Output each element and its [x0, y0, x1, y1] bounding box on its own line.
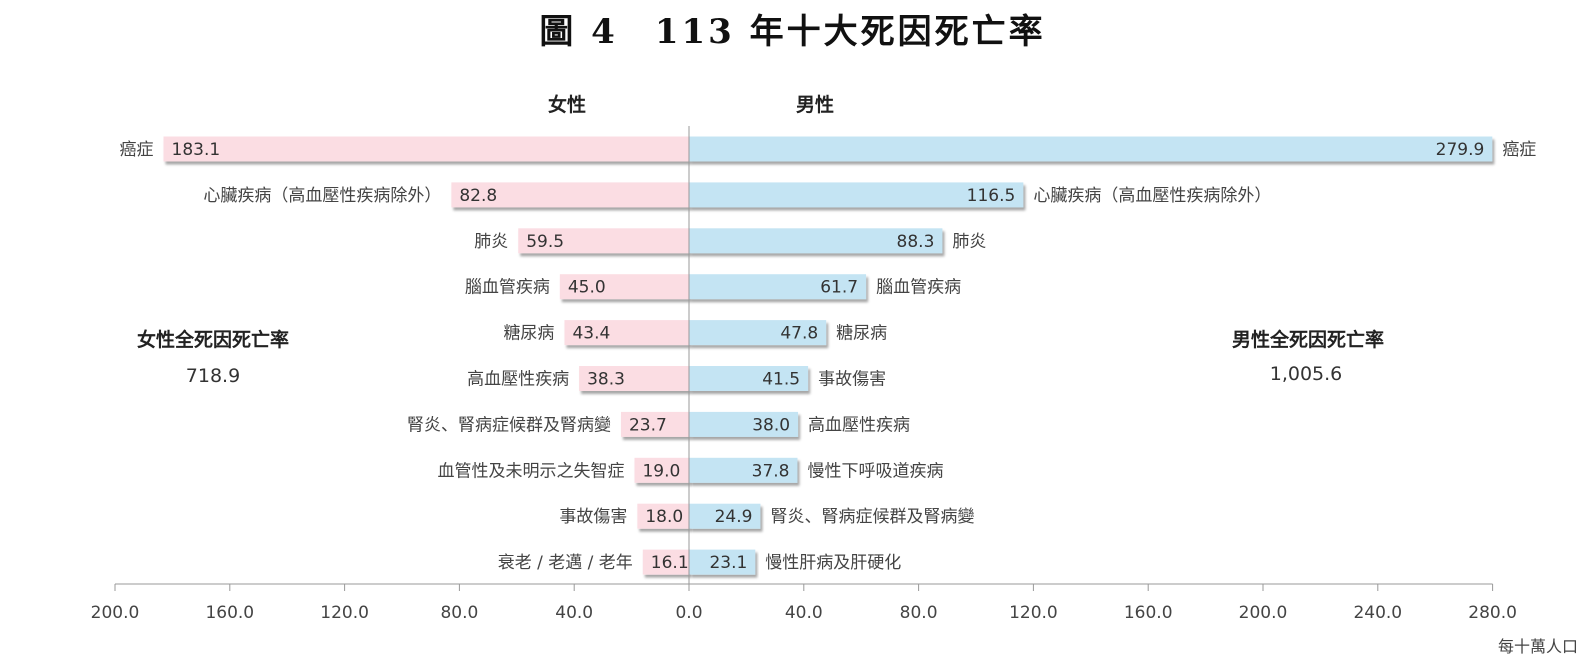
male-category-label: 慢性肝病及肝硬化 [765, 552, 901, 573]
female-bar [642, 549, 689, 575]
x-tick-label: 80.0 [440, 603, 478, 623]
male-bar [689, 182, 1024, 208]
female-category-label: 癌症 [120, 140, 154, 160]
male-category-label: 高血壓性疾病 [808, 415, 910, 435]
female-category-label: 血管性及未明示之失智症 [437, 461, 624, 481]
female-category-label: 糖尿病 [503, 324, 554, 344]
female-bar [620, 411, 689, 437]
x-tick-label: 80.0 [900, 603, 938, 623]
male-bar [689, 503, 761, 529]
male-category-label: 糖尿病 [836, 324, 887, 344]
female-category-label: 肺炎 [474, 232, 508, 252]
x-tick-label: 200.0 [91, 603, 140, 623]
female-value-label: 183.1 [172, 140, 221, 160]
female-value-label: 45.0 [568, 278, 606, 298]
male-total-label: 男性全死因死亡率 [1232, 328, 1384, 351]
male-bar [689, 366, 809, 391]
male-category-label: 心臟疾病（高血壓性疾病除外） [1033, 186, 1271, 206]
male-value-label: 24.9 [715, 507, 753, 527]
female-bar [564, 320, 689, 346]
female-total-value: 718.9 [186, 365, 240, 387]
female-bar [634, 457, 689, 483]
male-bar [689, 320, 827, 346]
x-tick-label: 40.0 [555, 603, 593, 623]
female-value-label: 43.4 [572, 324, 610, 344]
chart-title: 圖 4 113 年十大死因死亡率 [539, 12, 1046, 52]
male-value-label: 279.9 [1436, 140, 1485, 160]
female-category-label: 高血壓性疾病 [467, 370, 569, 390]
female-value-label: 18.0 [645, 507, 683, 527]
male-total-value: 1,005.6 [1270, 363, 1343, 385]
female-bar [518, 228, 689, 254]
x-tick-label: 120.0 [320, 603, 369, 623]
male-category-label: 癌症 [1502, 140, 1536, 160]
female-category-label: 心臟疾病（高血壓性疾病除外） [203, 186, 441, 206]
male-value-label: 23.1 [709, 553, 747, 573]
female-bar [637, 503, 689, 529]
female-bar [559, 274, 689, 300]
x-tick-label: 0.0 [675, 603, 702, 623]
male-bar [689, 549, 756, 575]
x-tick-label: 40.0 [785, 603, 823, 623]
x-tick-label: 120.0 [1009, 603, 1058, 623]
x-tick-label: 240.0 [1353, 603, 1402, 623]
male-header: 男性 [796, 93, 834, 116]
male-bar [689, 228, 943, 254]
male-value-label: 61.7 [820, 278, 858, 298]
x-tick-label: 160.0 [1124, 603, 1173, 623]
male-value-label: 47.8 [780, 324, 818, 344]
male-value-label: 88.3 [897, 232, 935, 252]
unit-label: 每十萬人口 [1498, 637, 1578, 656]
female-bar [451, 182, 689, 208]
male-category-label: 腦血管疾病 [876, 278, 961, 298]
female-value-label: 19.0 [642, 461, 680, 481]
male-value-label: 37.8 [752, 461, 790, 481]
male-bar [689, 136, 1493, 162]
female-category-label: 腎炎、腎病症候群及腎病變 [407, 415, 611, 435]
male-bar [689, 411, 799, 437]
female-category-label: 衰老 / 老邁 / 老年 [498, 553, 633, 573]
x-tick-label: 160.0 [205, 603, 254, 623]
female-category-label: 腦血管疾病 [465, 278, 550, 298]
female-value-label: 38.3 [587, 370, 625, 390]
female-category-label: 事故傷害 [559, 507, 627, 527]
male-value-label: 41.5 [762, 370, 800, 390]
male-category-label: 肺炎 [952, 232, 986, 252]
male-bar [689, 274, 867, 300]
female-value-label: 59.5 [526, 232, 564, 252]
female-bar [163, 136, 690, 162]
male-category-label: 慢性下呼吸道疾病 [807, 460, 943, 481]
female-value-label: 82.8 [459, 186, 497, 206]
x-tick-label: 200.0 [1239, 603, 1288, 623]
male-value-label: 116.5 [967, 186, 1016, 206]
male-value-label: 38.0 [752, 415, 790, 435]
female-value-label: 16.1 [651, 553, 689, 573]
female-total-label: 女性全死因死亡率 [137, 328, 289, 351]
male-category-label: 腎炎、腎病症候群及腎病變 [770, 507, 974, 527]
x-tick-label: 280.0 [1468, 603, 1517, 623]
female-value-label: 23.7 [629, 415, 667, 435]
male-category-label: 事故傷害 [818, 370, 886, 390]
female-bar [579, 366, 689, 391]
male-bar [689, 457, 798, 483]
female-header: 女性 [548, 93, 586, 116]
